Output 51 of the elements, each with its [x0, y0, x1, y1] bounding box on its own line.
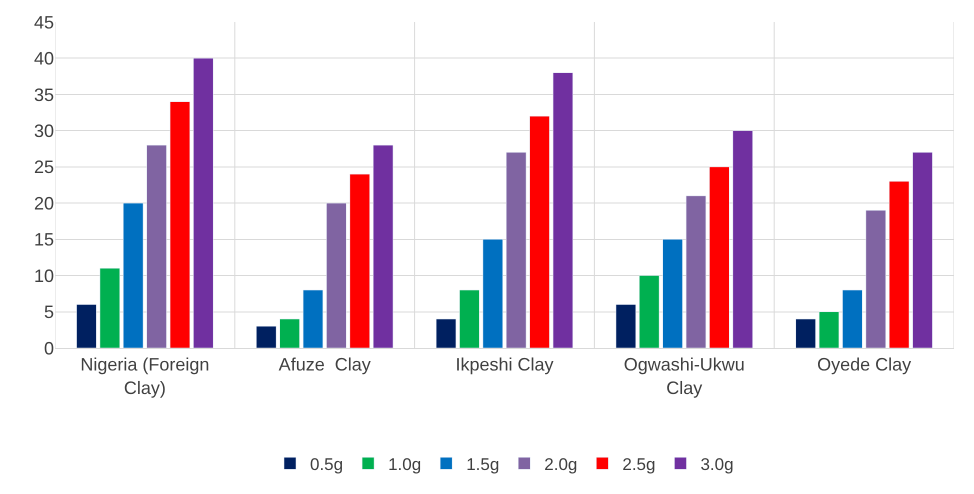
bar: [686, 196, 706, 348]
legend-label: 0.5g: [310, 454, 344, 474]
bar: [709, 166, 730, 348]
x-tick-label: Ikpeshi Clay: [455, 354, 554, 375]
bar: [326, 202, 347, 348]
bar: [732, 130, 753, 348]
bar: [866, 210, 886, 348]
bar: [373, 144, 394, 348]
x-tick-label: Afuze Clay: [278, 354, 371, 375]
y-tick-label: 20: [34, 193, 54, 214]
bar: [552, 72, 574, 348]
y-tick-label: 10: [34, 266, 54, 286]
bar: [76, 304, 97, 348]
bar: [506, 152, 526, 348]
bar: [170, 101, 190, 348]
bar: [796, 318, 816, 348]
bar: [639, 275, 660, 348]
bar: [912, 152, 933, 348]
x-tick-label: Nigeria (Foreign Clay): [80, 354, 210, 398]
y-tick-label: 0: [44, 338, 54, 358]
bar: [100, 268, 120, 348]
legend-label: 3.0g: [700, 454, 734, 474]
bar: [350, 174, 370, 348]
bar: [302, 290, 324, 348]
x-tick-label: Oyede Clay: [817, 354, 912, 375]
legend-label: 2.5g: [622, 454, 656, 474]
bar: [123, 202, 144, 348]
y-tick-label: 35: [34, 84, 54, 105]
bar: [889, 181, 910, 348]
legend-label: 1.0g: [388, 454, 422, 474]
y-tick-label: 40: [34, 48, 54, 69]
bar: [529, 116, 550, 348]
bar: [459, 290, 480, 348]
legend-label: 1.5g: [466, 454, 500, 474]
y-tick-label: 5: [44, 302, 54, 322]
bar: [146, 144, 167, 348]
bar: [482, 239, 503, 348]
bar: [256, 326, 276, 348]
y-tick-label: 15: [34, 230, 54, 250]
bar: [818, 312, 840, 348]
bar: [616, 304, 636, 348]
bar: [842, 290, 863, 348]
y-tick-label: 25: [34, 157, 54, 178]
y-tick-label: 45: [34, 12, 54, 32]
bar: [436, 318, 456, 348]
bar: [193, 58, 214, 348]
y-tick-label: 30: [34, 120, 54, 141]
x-tick-label: Ogwashi-Ukwu Clay: [624, 354, 745, 398]
bar: [280, 318, 300, 348]
bar: [662, 239, 683, 348]
legend-label: 2.0g: [544, 454, 578, 474]
